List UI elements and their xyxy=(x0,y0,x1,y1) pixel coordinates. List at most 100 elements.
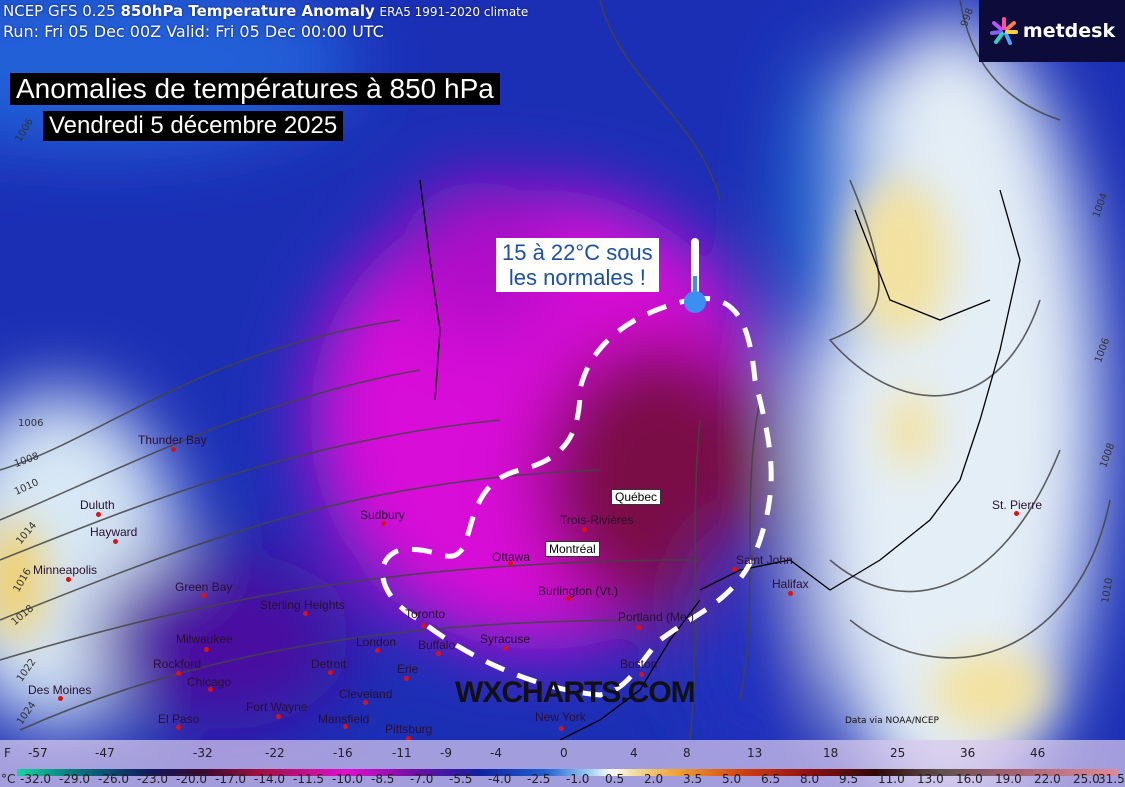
isobar-lines xyxy=(0,0,1111,741)
city-label: Green Bay xyxy=(175,580,233,594)
city-label: Burlington (Vt.) xyxy=(538,584,619,598)
celsius-tick: -23.0 xyxy=(137,772,169,786)
fahrenheit-tick: -16 xyxy=(333,746,353,760)
city-marker xyxy=(559,726,564,731)
city-label: Mansfield xyxy=(318,712,370,726)
city-label: Boston xyxy=(620,657,658,671)
fahrenheit-tick: -47 xyxy=(95,746,115,760)
coastlines xyxy=(419,179,1021,741)
city-label: Minneapolis xyxy=(33,563,98,577)
city-label: Buffalo xyxy=(418,638,456,652)
celsius-tick: 0.5 xyxy=(605,772,625,786)
city-label: Pittsburg xyxy=(385,722,433,736)
city-label: Hayward xyxy=(90,525,138,539)
city-marker xyxy=(204,647,209,652)
isobar-label: 1006 xyxy=(18,418,44,429)
city-marker xyxy=(636,625,641,630)
celsius-tick: -26.0 xyxy=(98,772,130,786)
city-label: Syracuse xyxy=(480,632,531,646)
city-label: Saint John xyxy=(736,553,793,567)
city-marker xyxy=(363,700,368,705)
map-title: Anomalies de températures à 850 hPa xyxy=(10,73,500,105)
celsius-tick: 25.0 xyxy=(1073,772,1100,786)
city-marker xyxy=(566,596,571,601)
city-marker xyxy=(508,561,513,566)
city-marker xyxy=(639,672,644,677)
city-label: Fort Wayne xyxy=(246,700,308,714)
wxcharts-watermark: WXCHARTS.COM xyxy=(455,676,696,709)
city-marker xyxy=(303,611,308,616)
city-marker xyxy=(171,447,176,452)
celsius-tick: -1.0 xyxy=(566,772,590,786)
color-ramp xyxy=(17,769,1118,776)
fahrenheit-tick: 25 xyxy=(890,746,906,760)
celsius-tick: -29.0 xyxy=(59,772,91,786)
celsius-tick: -4.0 xyxy=(488,772,512,786)
celsius-tick: -8.5 xyxy=(371,772,395,786)
city-label: Erie xyxy=(397,662,419,676)
city-marker xyxy=(436,651,441,656)
callout-line-1: 15 à 22°C sous xyxy=(502,240,653,265)
city-label: Sudbury xyxy=(360,508,405,522)
celsius-tick: 2.0 xyxy=(644,772,664,786)
celsius-tick: 11.0 xyxy=(878,772,905,786)
celsius-tick: -20.0 xyxy=(176,772,208,786)
city-marker xyxy=(406,736,411,741)
celsius-tick: 31.5 xyxy=(1098,772,1125,786)
celsius-tick: 3.5 xyxy=(683,772,703,786)
city-label-montreal: Montréal xyxy=(545,541,600,557)
city-marker xyxy=(404,676,409,681)
fahrenheit-tick: 46 xyxy=(1030,746,1046,760)
city-marker xyxy=(208,687,213,692)
fahrenheit-tick: -11 xyxy=(392,746,412,760)
celsius-tick: -17.0 xyxy=(215,772,247,786)
fahrenheit-tick: -32 xyxy=(193,746,213,760)
celsius-tick: -2.5 xyxy=(527,772,551,786)
celsius-tick: -10.0 xyxy=(332,772,364,786)
city-label: Toronto xyxy=(405,607,446,621)
celsius-tick: 8.0 xyxy=(800,772,820,786)
city-label: Trois-Rivières xyxy=(560,513,634,527)
celsius-tick: -11.5 xyxy=(293,772,325,786)
celsius-tick: 19.0 xyxy=(995,772,1022,786)
city-marker xyxy=(343,724,348,729)
celsius-tick: 6.5 xyxy=(761,772,781,786)
fahrenheit-tick: -57 xyxy=(28,746,48,760)
city-marker xyxy=(276,714,281,719)
city-marker xyxy=(582,527,587,532)
celsius-tick: -32.0 xyxy=(20,772,52,786)
celsius-tick: 5.0 xyxy=(722,772,742,786)
fahrenheit-tick: -4 xyxy=(490,746,502,760)
metdesk-logo: metdesk xyxy=(979,0,1125,62)
thermometer-icon xyxy=(684,238,706,313)
city-marker xyxy=(201,593,206,598)
metdesk-star-icon xyxy=(989,17,1018,45)
city-marker xyxy=(1014,511,1019,516)
map-date: Vendredi 5 décembre 2025 xyxy=(43,111,344,141)
city-label: El Paso xyxy=(158,712,200,726)
celsius-tick: 22.0 xyxy=(1034,772,1061,786)
fahrenheit-tick: 8 xyxy=(683,746,691,760)
city-label: Portland (Me.) xyxy=(618,610,695,624)
city-label: Chicago xyxy=(187,675,232,689)
celsius-tick: -7.0 xyxy=(410,772,434,786)
fahrenheit-tick: 18 xyxy=(823,746,839,760)
city-marker xyxy=(788,591,793,596)
city-label: New York xyxy=(535,710,586,724)
city-marker xyxy=(732,567,737,572)
fahrenheit-tick: 13 xyxy=(747,746,763,760)
city-marker xyxy=(113,539,118,544)
city-label: St. Pierre xyxy=(992,498,1043,512)
cold-area-dashed-outline xyxy=(380,296,774,698)
fahrenheit-tick: -9 xyxy=(440,746,452,760)
model-name: NCEP GFS 0.25 xyxy=(3,2,116,20)
fahrenheit-tick: 4 xyxy=(630,746,638,760)
city-label-quebec: Québec xyxy=(611,489,662,505)
city-marker xyxy=(66,577,71,582)
city-marker xyxy=(176,725,181,730)
run-valid-time: Run: Fri 05 Dec 00Z Valid: Fri 05 Dec 00… xyxy=(3,22,384,41)
city-marker xyxy=(375,648,380,653)
city-label: Ottawa xyxy=(492,550,531,564)
city-label: Sterling Heights xyxy=(260,598,345,612)
